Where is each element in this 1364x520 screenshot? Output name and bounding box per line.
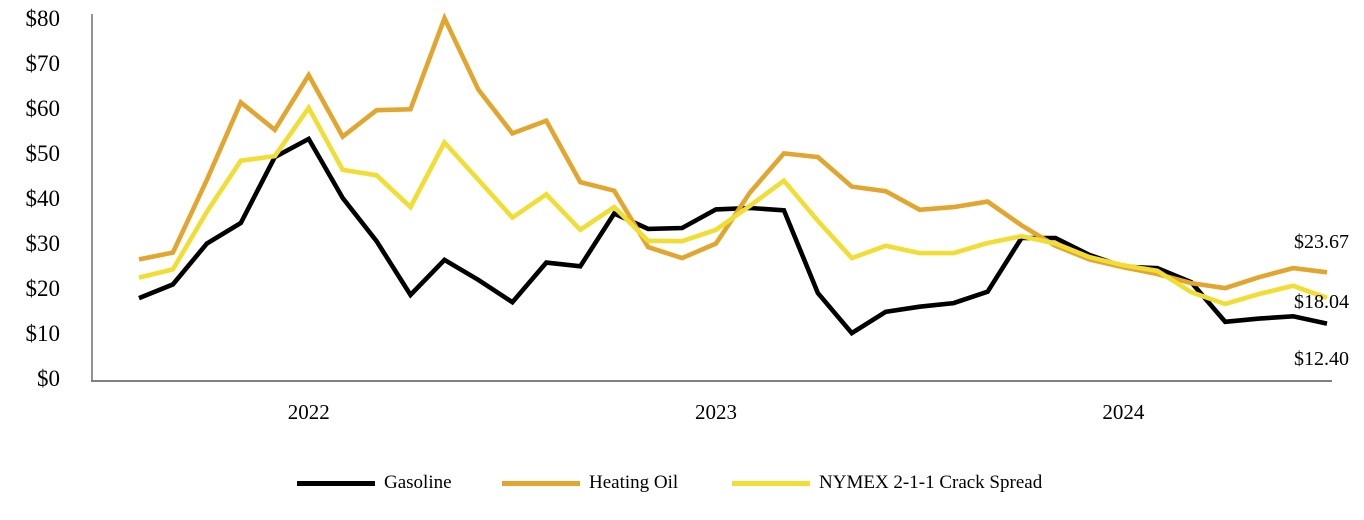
legend-swatch-nymex-line [732, 480, 810, 486]
x-axis-year-label: 2022 [288, 400, 330, 424]
y-axis-tick-label: $10 [26, 321, 61, 346]
y-axis-tick-label: $40 [26, 186, 61, 211]
y-axis-tick-labels: $0 $10 $20 $30 $40 $50 $60 $70 $80 [26, 6, 61, 391]
y-axis-tick-label: $20 [26, 276, 61, 301]
legend-swatch-gasoline-line [297, 480, 375, 486]
series-line-nymex-2-1-1-crack-spread [138, 103, 1328, 307]
legend-item-gasoline: Gasoline [297, 470, 452, 496]
legend-item-heating-oil: Heating Oil [502, 470, 678, 496]
chart-legend: Gasoline Heating Oil NYMEX 2-1-1 Crack S… [0, 470, 1364, 498]
x-axis-year-labels: 2022 2023 2024 [288, 400, 1145, 424]
y-axis-tick-label: $50 [26, 141, 61, 166]
legend-label-heating-oil: Heating Oil [589, 472, 679, 493]
legend-label-gasoline: Gasoline [384, 472, 452, 493]
y-axis-tick-label: $0 [37, 366, 60, 391]
series-end-value-label: $23.67 [1294, 231, 1349, 253]
x-axis-year-label: 2024 [1102, 400, 1145, 424]
series-lines [138, 12, 1328, 337]
legend-label-nymex: NYMEX 2-1-1 Crack Spread [819, 472, 1043, 493]
series-end-value-label: $18.04 [1294, 291, 1349, 313]
x-axis-year-label: 2023 [695, 400, 737, 424]
y-axis-tick-label: $80 [26, 6, 61, 31]
y-axis-tick-label: $60 [26, 96, 61, 121]
series-end-value-labels: $23.67 $18.04 $12.40 [1294, 231, 1349, 370]
series-end-value-label: $12.40 [1294, 348, 1349, 370]
chart-axes [91, 14, 1332, 382]
y-axis-tick-label: $30 [26, 231, 61, 256]
legend-item-nymex-crack-spread: NYMEX 2-1-1 Crack Spread [732, 470, 1042, 496]
legend-swatch-heating-oil-line [502, 480, 580, 486]
y-axis-tick-label: $70 [26, 51, 61, 76]
series-line-gasoline [138, 135, 1328, 337]
